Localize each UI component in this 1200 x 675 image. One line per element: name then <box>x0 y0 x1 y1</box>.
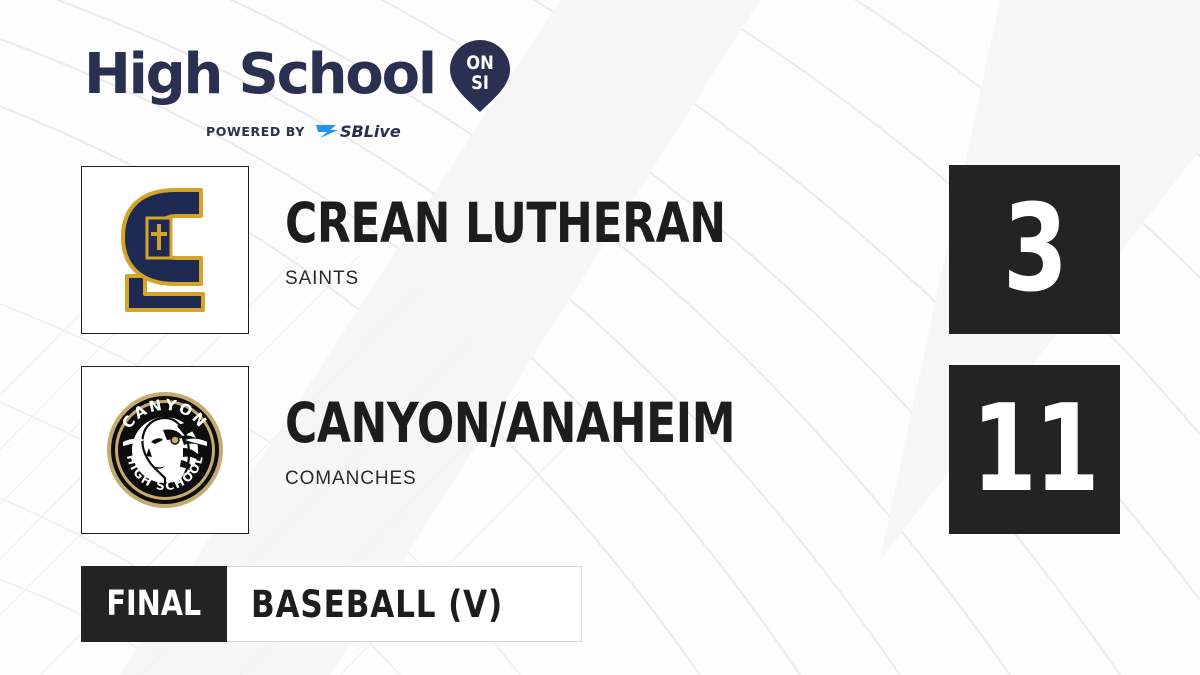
sblive-wordmark: SBLive <box>340 122 401 141</box>
game-status-bar: FINAL BASEBALL (V) <box>81 566 583 642</box>
score-box-canyon-anaheim: 11 <box>949 365 1120 534</box>
brand-header: High School ON SI POWERED BY SBLive <box>84 36 513 141</box>
on-si-pin-icon: ON SI <box>449 40 510 112</box>
team-name: CANYON/ANAHEIM <box>285 391 736 455</box>
status-badge-final: FINAL <box>81 566 227 642</box>
status-sport-text: BASEBALL (V) <box>251 582 504 626</box>
status-sport-panel: BASEBALL (V) <box>227 566 583 642</box>
brand-logo[interactable]: High School ON SI <box>84 36 513 114</box>
score-value: 11 <box>971 379 1100 519</box>
pin-text-on: ON <box>466 53 494 74</box>
score-box-crean-lutheran: 3 <box>949 165 1120 334</box>
pin-text-si: SI <box>471 73 489 94</box>
score-value: 3 <box>1003 179 1068 319</box>
team-mascot: SAINTS <box>285 268 360 289</box>
status-state-text: FINAL <box>106 584 202 624</box>
team-mascot: COMANCHES <box>285 468 417 489</box>
team-info-crean-lutheran: CREAN LUTHERAN SAINTS <box>285 196 985 290</box>
team-logo-card-crean-lutheran[interactable] <box>81 166 249 334</box>
powered-by-row: POWERED BY SBLive <box>206 121 513 141</box>
team-logo-card-canyon-anaheim[interactable]: CANYON HIGH SCHOOL <box>81 366 249 534</box>
powered-by-label: POWERED BY <box>206 123 305 139</box>
team-name: CREAN LUTHERAN <box>285 191 726 255</box>
canyon-high-school-comanches-seal-logo: CANYON HIGH SCHOOL <box>107 392 223 508</box>
sblive-logo[interactable]: SBLive <box>314 121 422 141</box>
brand-title: High School <box>84 42 437 107</box>
crean-lutheran-cl-monogram-logo <box>121 188 205 312</box>
team-info-canyon-anaheim: CANYON/ANAHEIM COMANCHES <box>285 396 985 490</box>
